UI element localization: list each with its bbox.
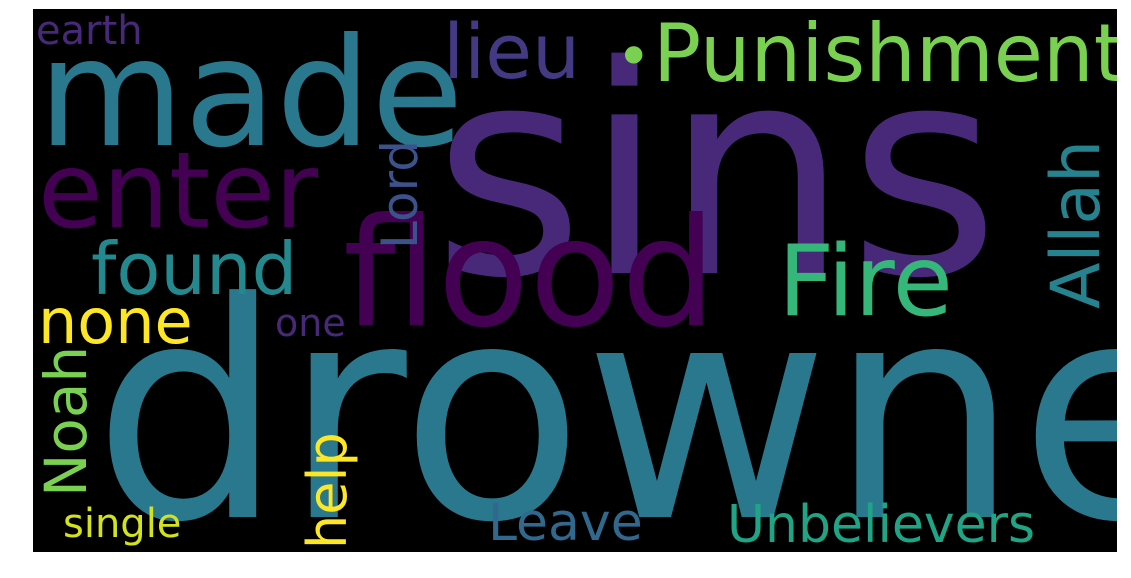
word-drowned: drowned (93, 239, 1117, 553)
word-made: made (38, 9, 464, 181)
word-cloud-canvas: sins drowned made flood enter Punishment… (33, 9, 1117, 552)
word-enter: enter (38, 130, 319, 252)
word-single: single (63, 501, 182, 547)
word-earth: earth (36, 9, 143, 54)
word-lord: Lord (371, 140, 429, 249)
word-sins: sins (433, 9, 1000, 342)
word-unbelievers: Unbelievers (727, 495, 1036, 552)
word-dot: • (616, 22, 652, 92)
word-found: found (91, 227, 298, 311)
word-flood: flood (343, 187, 717, 361)
word-allah: Allah (1037, 139, 1116, 309)
word-none: none (38, 285, 193, 358)
word-help: help (296, 432, 359, 549)
word-punishment: Punishment (653, 9, 1117, 100)
word-one: one (275, 301, 346, 345)
word-lieu: lieu (443, 9, 581, 96)
word-fire: Fire (778, 225, 953, 339)
word-leave: Leave (488, 493, 643, 552)
word-noah: Noah (33, 345, 100, 497)
